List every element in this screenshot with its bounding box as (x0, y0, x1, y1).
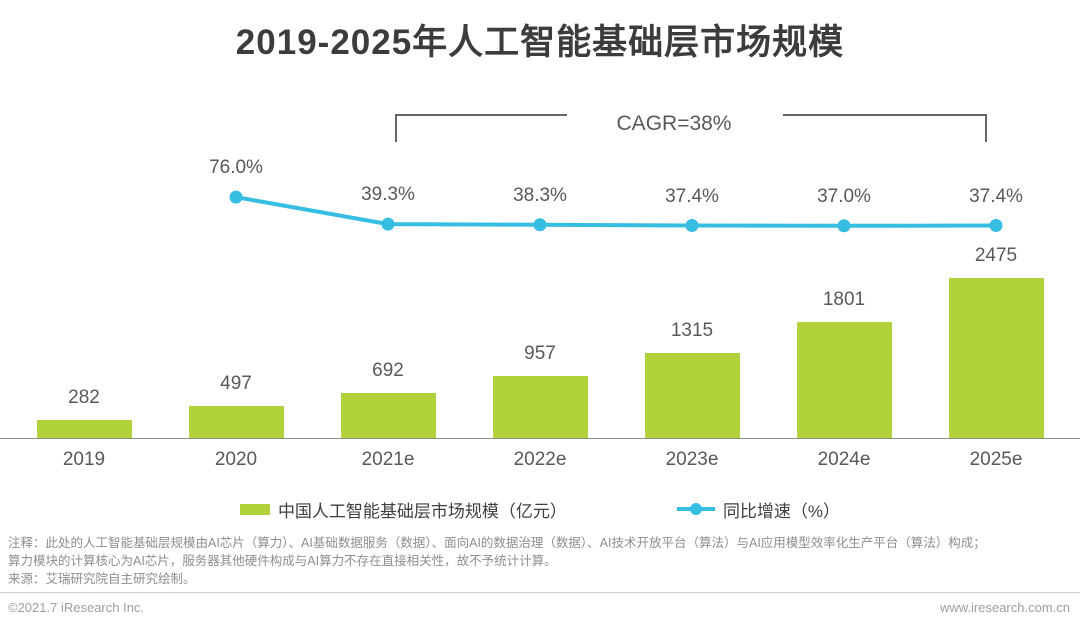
bar-value-label: 282 (68, 387, 100, 408)
footer-copyright: ©2021.7 iResearch Inc. (8, 600, 145, 615)
cagr-label: CAGR=38% (616, 112, 732, 135)
x-axis-line (0, 438, 1080, 439)
bar-2024e (796, 322, 892, 438)
bar-2022e (492, 376, 588, 438)
line-value-label: 37.4% (665, 185, 719, 207)
line-point (381, 217, 395, 231)
x-axis-label: 2025e (969, 449, 1023, 470)
line-point (229, 190, 243, 204)
bar-value-label: 1801 (822, 289, 866, 310)
line-legend-marker-icon (676, 502, 715, 516)
bar-value-label: 2475 (974, 245, 1018, 266)
chart-title: 2019-2025年人工智能基础层市场规模 (235, 23, 845, 62)
line-value-label: 37.4% (969, 185, 1023, 207)
bar-legend-swatch-icon (239, 503, 270, 515)
line-value-label: 37.0% (817, 185, 871, 207)
line-point (989, 219, 1003, 232)
line-legend-label: 同比增速（%） (722, 501, 841, 521)
bar-2023e (644, 353, 740, 438)
cagr-bracket-left (395, 114, 567, 142)
line-value-label: 39.3% (361, 184, 415, 206)
note-line-2: 算力模块的计算核心为AI芯片，服务器其他硬件构成与AI算力不存在直接相关性，故不… (8, 554, 557, 568)
note-source: 来源：艾瑞研究院自主研究绘制。 (8, 572, 196, 586)
cagr-bracket-right (783, 114, 987, 142)
x-axis-label: 2023e (665, 449, 719, 470)
bar-legend-label: 中国人工智能基础层市场规模（亿元） (277, 501, 567, 521)
x-axis-label: 2024e (817, 449, 871, 470)
x-axis-label: 2022e (513, 449, 567, 470)
note-line-1: 注释：此处的人工智能基础层规模由AI芯片（算力）、AI基础数据服务（数据）、面向… (8, 536, 986, 550)
bar-2020 (188, 406, 284, 438)
line-value-label: 38.3% (513, 184, 567, 206)
line-value-label: 76.0% (209, 157, 263, 179)
legend: 中国人工智能基础层市场规模（亿元） 同比增速（%） (0, 496, 1080, 522)
x-axis-label: 2021e (361, 449, 415, 470)
bar-value-label: 692 (372, 360, 404, 381)
bar-2021e (340, 393, 436, 438)
footer-divider (0, 592, 1080, 593)
legend-item-bars: 中国人工智能基础层市场规模（亿元） (239, 497, 567, 522)
bar-value-label: 957 (524, 343, 556, 364)
line-point (533, 218, 547, 232)
legend-item-line: 同比增速（%） (676, 497, 841, 522)
bar-value-label: 497 (220, 373, 252, 394)
bar-2019 (36, 420, 132, 438)
x-axis-label: 2020 (214, 449, 258, 470)
line-point (685, 219, 699, 232)
line-point (837, 219, 851, 233)
bar-value-label: 1315 (670, 320, 714, 341)
bar-2025e (948, 278, 1044, 438)
footer-website: www.iresearch.com.cn (939, 600, 1070, 615)
x-axis-label: 2019 (62, 449, 106, 470)
